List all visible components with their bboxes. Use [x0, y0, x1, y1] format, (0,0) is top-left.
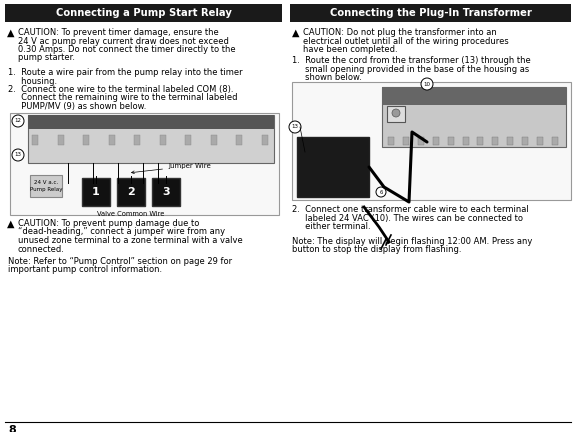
- Bar: [403, 137, 409, 145]
- Bar: [236, 135, 242, 145]
- Circle shape: [376, 187, 386, 197]
- Text: unused zone terminal to a zone terminal with a valve: unused zone terminal to a zone terminal …: [18, 236, 242, 245]
- Bar: [463, 137, 468, 145]
- Bar: [382, 87, 566, 147]
- Text: 2.  Connect one wire to the terminal labeled COM (8).: 2. Connect one wire to the terminal labe…: [8, 85, 233, 94]
- Text: connected.: connected.: [18, 245, 65, 254]
- Bar: [292, 82, 571, 200]
- Bar: [433, 137, 439, 145]
- Text: CAUTION: Do not plug the transformer into an: CAUTION: Do not plug the transformer int…: [303, 28, 497, 37]
- Text: 2: 2: [127, 187, 135, 197]
- Bar: [134, 135, 140, 145]
- Text: Jumper Wire: Jumper Wire: [131, 163, 211, 174]
- Bar: [32, 135, 38, 145]
- Bar: [185, 135, 191, 145]
- Bar: [117, 178, 145, 206]
- Bar: [418, 137, 424, 145]
- Text: small opening provided in the base of the housing as: small opening provided in the base of th…: [292, 64, 529, 73]
- Text: electrical outlet until all of the wiring procedures: electrical outlet until all of the wirin…: [303, 36, 509, 45]
- Bar: [152, 178, 180, 206]
- Text: “dead-heading,” connect a jumper wire from any: “dead-heading,” connect a jumper wire fr…: [18, 228, 225, 236]
- Bar: [448, 137, 454, 145]
- Bar: [211, 135, 217, 145]
- Text: Connecting the Plug-In Transformer: Connecting the Plug-In Transformer: [329, 8, 532, 18]
- Text: 13: 13: [291, 124, 298, 130]
- Text: 13: 13: [14, 152, 21, 158]
- Bar: [537, 137, 543, 145]
- Text: housing.: housing.: [8, 76, 57, 86]
- Text: Connect the remaining wire to the terminal labeled: Connect the remaining wire to the termin…: [8, 93, 237, 102]
- Text: 24 V a.c.
Pump Relay: 24 V a.c. Pump Relay: [30, 181, 62, 192]
- Text: labeled 24 VAC (10). The wires can be connected to: labeled 24 VAC (10). The wires can be co…: [292, 213, 523, 222]
- Bar: [83, 135, 89, 145]
- Text: important pump control information.: important pump control information.: [8, 266, 162, 274]
- Text: CAUTION: To prevent pump damage due to: CAUTION: To prevent pump damage due to: [18, 219, 199, 228]
- Text: 1.  Route the cord from the transformer (13) through the: 1. Route the cord from the transformer (…: [292, 56, 530, 65]
- Text: PUMP/MV (9) as shown below.: PUMP/MV (9) as shown below.: [8, 102, 146, 111]
- Text: 12: 12: [14, 118, 21, 124]
- Text: ▲: ▲: [292, 28, 300, 38]
- Text: 8: 8: [8, 425, 16, 432]
- Bar: [522, 137, 528, 145]
- Bar: [58, 135, 63, 145]
- Bar: [387, 106, 405, 122]
- Text: ▲: ▲: [7, 219, 14, 229]
- Text: ▲: ▲: [7, 28, 14, 38]
- Text: shown below.: shown below.: [292, 73, 362, 82]
- Text: either terminal.: either terminal.: [292, 222, 370, 231]
- Circle shape: [421, 78, 433, 90]
- Bar: [382, 87, 566, 105]
- Bar: [492, 137, 498, 145]
- Text: 0.30 Amps. Do not connect the timer directly to the: 0.30 Amps. Do not connect the timer dire…: [18, 45, 236, 54]
- Circle shape: [12, 149, 24, 161]
- Text: pump starter.: pump starter.: [18, 54, 75, 63]
- Bar: [10, 113, 279, 215]
- Text: 3: 3: [162, 187, 170, 197]
- Bar: [507, 137, 513, 145]
- Bar: [262, 135, 268, 145]
- Text: 2.  Connect one transformer cable wire to each terminal: 2. Connect one transformer cable wire to…: [292, 205, 529, 214]
- Text: have been completed.: have been completed.: [303, 45, 397, 54]
- Circle shape: [392, 109, 400, 117]
- Bar: [109, 135, 115, 145]
- Bar: [552, 137, 558, 145]
- Bar: [28, 115, 274, 163]
- Text: button to stop the display from flashing.: button to stop the display from flashing…: [292, 245, 461, 254]
- Bar: [5, 4, 282, 22]
- Bar: [388, 137, 394, 145]
- Text: 24 V ac pump relay current draw does not exceed: 24 V ac pump relay current draw does not…: [18, 36, 229, 45]
- Bar: [297, 137, 369, 197]
- Text: 10: 10: [423, 82, 430, 86]
- Circle shape: [289, 121, 301, 133]
- Bar: [160, 135, 166, 145]
- Text: 6: 6: [380, 190, 382, 194]
- Bar: [28, 115, 274, 129]
- Text: CAUTION: To prevent timer damage, ensure the: CAUTION: To prevent timer damage, ensure…: [18, 28, 219, 37]
- Bar: [82, 178, 110, 206]
- Text: 1: 1: [92, 187, 100, 197]
- Text: Note: Refer to “Pump Control” section on page 29 for: Note: Refer to “Pump Control” section on…: [8, 257, 232, 266]
- Bar: [478, 137, 483, 145]
- Text: Valve Common Wire: Valve Common Wire: [97, 211, 165, 217]
- Text: Note: The display will begin flashing 12:00 ΑΜ. Press any: Note: The display will begin flashing 12…: [292, 237, 532, 246]
- Text: 1.  Route a wire pair from the pump relay into the timer: 1. Route a wire pair from the pump relay…: [8, 68, 242, 77]
- Circle shape: [12, 115, 24, 127]
- Bar: [290, 4, 571, 22]
- Bar: [30, 175, 62, 197]
- Text: Connecting a Pump Start Relay: Connecting a Pump Start Relay: [55, 8, 232, 18]
